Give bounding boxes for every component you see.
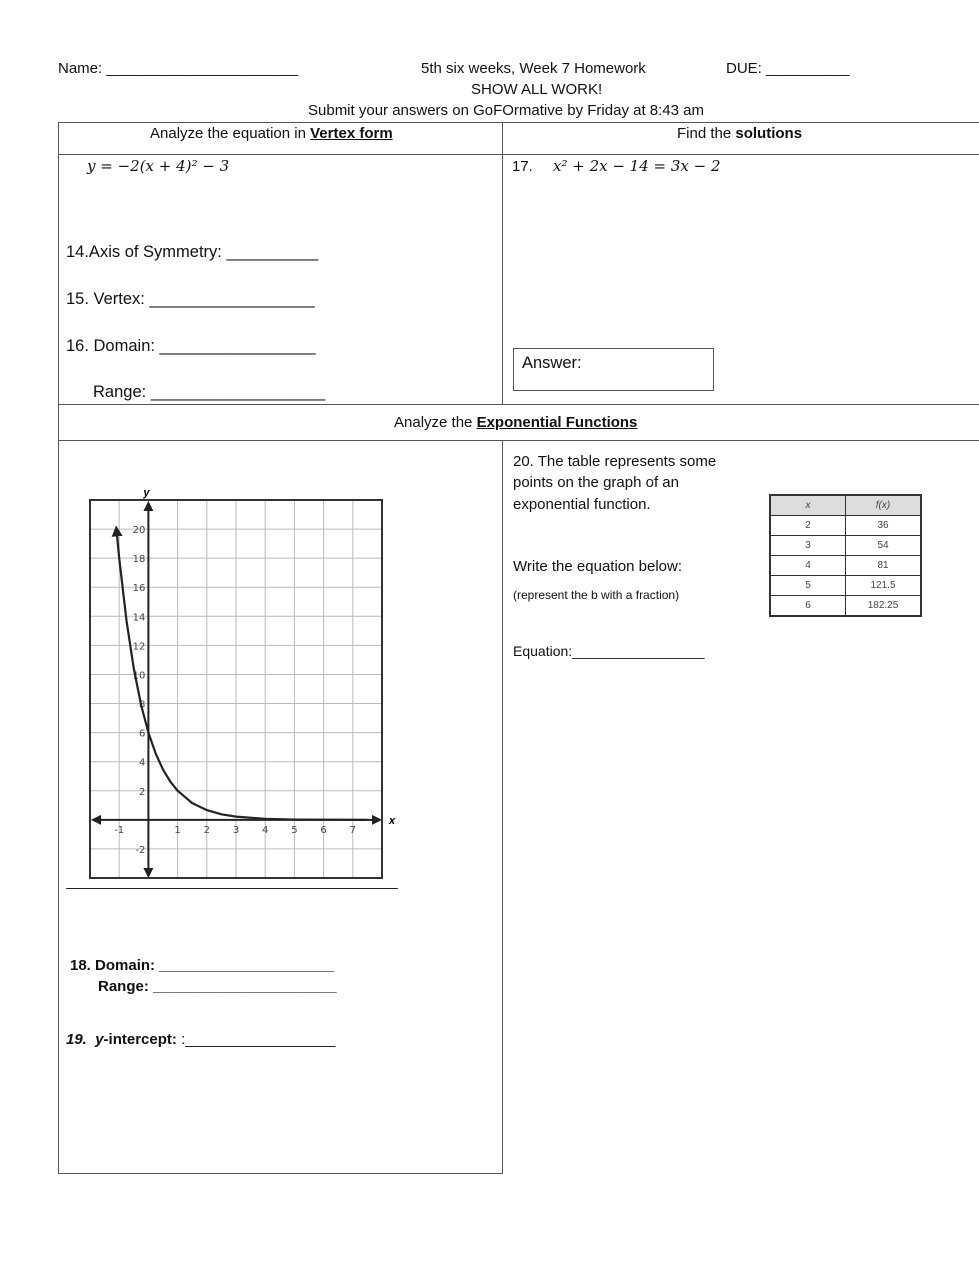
cell: 5 — [769, 575, 846, 596]
q19-y-intercept[interactable]: 19. y-intercept: :__________________ — [66, 1031, 335, 1048]
divider — [58, 154, 979, 155]
exponential-curve — [111, 525, 368, 821]
q17-equation: x² + 2x − 14 = 3x − 2 — [553, 157, 721, 175]
table-row: 3 54 — [769, 535, 922, 556]
table-header-row: x f(x) — [769, 494, 922, 516]
y-axis-label: y — [142, 487, 150, 499]
y-tick-label: 12 — [133, 641, 146, 652]
y-tick-label: 18 — [133, 554, 146, 565]
vertex-form-heading: Analyze the equation in Vertex form — [150, 125, 393, 142]
y-tick-label: 14 — [133, 612, 146, 623]
x-tick-label: 3 — [233, 825, 239, 836]
table-row: 4 81 — [769, 555, 922, 576]
cell: 182.25 — [845, 595, 922, 617]
table-row: 5 121.5 — [769, 575, 922, 596]
x-tick-label: -1 — [114, 825, 124, 836]
solutions-heading: Find the solutions — [677, 125, 802, 142]
cell: 6 — [769, 595, 846, 617]
divider — [58, 404, 979, 405]
q19-label: -intercept: — [103, 1031, 177, 1048]
vertex-equation: y = −2(x + 4)² − 3 — [87, 157, 230, 175]
answer-label: Answer: — [522, 354, 582, 372]
y-tick-label: 10 — [133, 670, 146, 681]
x-tick-label: 6 — [320, 825, 326, 836]
plot-border — [89, 499, 383, 879]
cell: 121.5 — [845, 575, 922, 596]
x-tick-label: 7 — [350, 825, 356, 836]
name-field: Name: _______________________ — [58, 60, 299, 77]
divider — [58, 440, 979, 441]
fraction-hint: (represent the b with a fraction) — [513, 588, 680, 602]
due-field: DUE: __________ — [726, 60, 850, 77]
x-tick-label: 2 — [204, 825, 210, 836]
q18-range[interactable]: Range: ______________________ — [98, 978, 337, 995]
y-tick-label: 2 — [139, 787, 145, 798]
q16-range[interactable]: Range: ___________________ — [93, 383, 326, 401]
x-tick-label: 1 — [174, 825, 180, 836]
table-row: 2 36 — [769, 515, 922, 536]
submit-note: Submit your answers on GoFOrmative by Fr… — [308, 102, 704, 119]
y-tick-label: 20 — [133, 525, 146, 536]
y-tick-label: 16 — [133, 583, 146, 594]
y-tick-label: -2 — [135, 845, 145, 856]
heading-bold: Exponential Functions — [476, 414, 638, 431]
divider — [58, 122, 979, 123]
q19-y: y — [95, 1031, 104, 1048]
y-tick-label: 4 — [139, 758, 145, 769]
q14-axis-of-symmetry[interactable]: 14.Axis of Symmetry: __________ — [66, 243, 319, 261]
q16-domain[interactable]: 16. Domain: _________________ — [66, 337, 316, 355]
heading-bold: solutions — [735, 125, 803, 142]
cell: 3 — [769, 535, 846, 556]
q19-number: 19. — [66, 1031, 87, 1048]
cell: 54 — [845, 535, 922, 556]
divider — [502, 122, 503, 404]
graph-underline — [66, 888, 398, 889]
header-fx: f(x) — [845, 494, 922, 516]
x-tick-label: 4 — [262, 825, 268, 836]
q18-domain[interactable]: 18. Domain: _____________________ — [70, 957, 335, 974]
q17-number: 17. — [512, 158, 533, 175]
q20-text-2: points on the graph of an — [513, 474, 679, 491]
y-tick-label: 6 — [139, 729, 145, 740]
q20-text-3: exponential function. — [513, 496, 651, 513]
cell: 81 — [845, 555, 922, 576]
cell: 36 — [845, 515, 922, 536]
table-row: 6 182.25 — [769, 595, 922, 617]
write-equation-prompt: Write the equation below: — [513, 558, 682, 575]
q15-vertex[interactable]: 15. Vertex: __________________ — [66, 290, 315, 308]
worksheet-title: 5th six weeks, Week 7 Homework — [421, 60, 646, 77]
heading-bold: Vertex form — [310, 125, 393, 142]
heading-text: Analyze the equation in — [150, 125, 311, 142]
x-axis-label: x — [388, 815, 396, 827]
cell: 4 — [769, 555, 846, 576]
equation-field[interactable]: Equation:_________________ — [513, 643, 705, 659]
heading-text: Analyze the — [394, 414, 477, 431]
divider — [58, 122, 59, 1174]
q20-text-1: 20. The table represents some — [513, 453, 717, 470]
cell: 2 — [769, 515, 846, 536]
answer-box[interactable]: Answer: — [513, 348, 714, 391]
divider — [502, 440, 503, 1174]
heading-text: Find the — [677, 125, 736, 142]
exponential-heading: Analyze the Exponential Functions — [394, 414, 637, 431]
x-tick-label: 5 — [291, 825, 297, 836]
instruction: SHOW ALL WORK! — [471, 81, 603, 98]
function-table: x f(x) 2 36 3 54 4 81 5 121.5 6 182.25 — [769, 494, 922, 617]
q19-blank: :__________________ — [181, 1031, 336, 1048]
header-x: x — [769, 494, 846, 516]
divider — [58, 1173, 503, 1174]
